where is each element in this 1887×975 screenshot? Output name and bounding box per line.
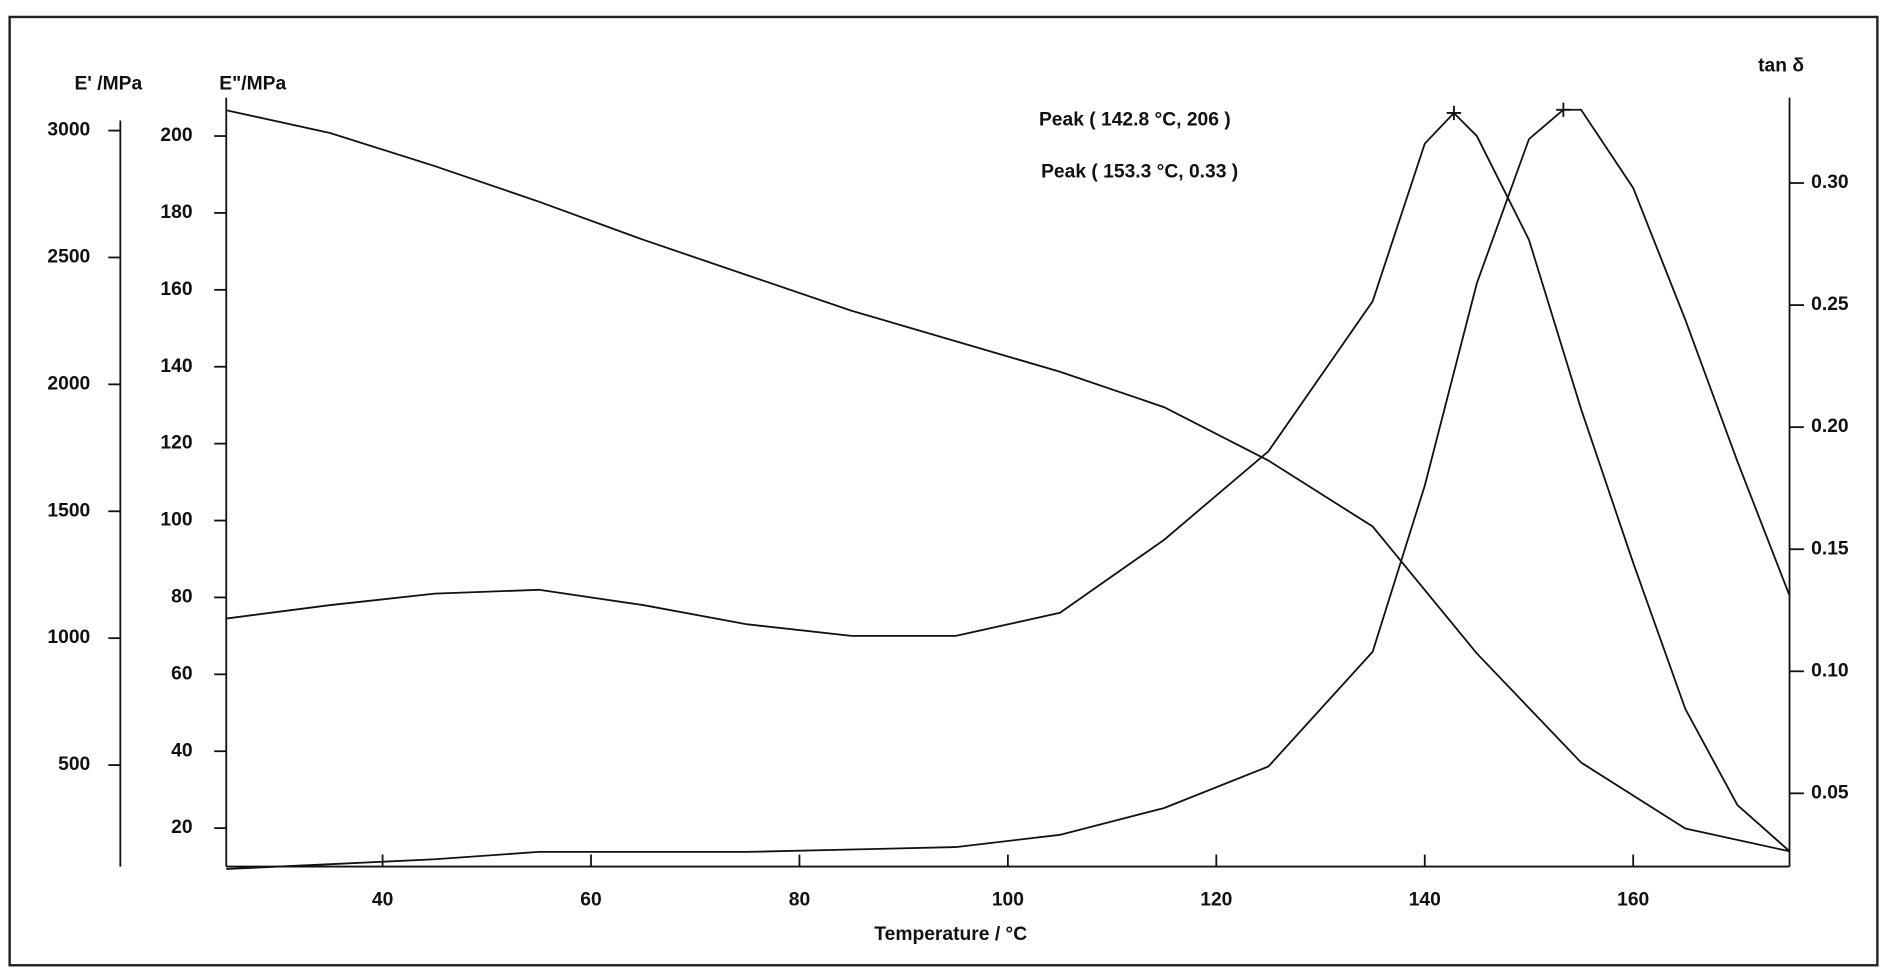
y-tick-label: 60 [171, 663, 192, 684]
curve [226, 109, 1790, 853]
x-tick-label: 100 [992, 889, 1024, 910]
y-tick-label: 160 [160, 279, 192, 300]
x-tick-label: 60 [580, 889, 601, 910]
y3-axis-title: E' /MPa [74, 73, 142, 94]
y2-tick-label: 0.05 [1811, 782, 1849, 803]
y-tick-label: 80 [171, 587, 192, 608]
y-tick-label: 200 [160, 125, 192, 146]
peak-marker [1446, 105, 1462, 121]
y3-tick-label: 1000 [47, 627, 90, 648]
x-axis-title: Temperature / °C [874, 924, 1027, 945]
y2-axis-title: tan δ [1758, 55, 1804, 76]
curve [226, 111, 1791, 852]
peak-label: Peak ( 153.3 °C, 0.33 ) [1041, 161, 1238, 182]
y3-tick-label: 2000 [47, 373, 90, 394]
y2-tick-label: 0.20 [1811, 416, 1848, 437]
y-tick-label: 120 [160, 433, 192, 454]
y3-tick-label: 3000 [47, 120, 90, 141]
y3-tick-label: 500 [58, 754, 90, 775]
curve [226, 108, 1791, 870]
x-tick-label: 80 [789, 889, 810, 910]
x-tick-label: 120 [1200, 889, 1232, 910]
y-tick-label: 100 [160, 510, 192, 531]
x-tick-label: 160 [1617, 889, 1649, 910]
y-tick-label: 40 [171, 740, 192, 761]
y-tick-label: 140 [160, 356, 192, 377]
y2-tick-label: 0.30 [1811, 172, 1848, 193]
frame [8, 15, 1879, 967]
x-tick-label: 40 [372, 889, 393, 910]
peak-label: Peak ( 142.8 °C, 206 ) [1039, 110, 1231, 131]
y3-tick-label: 1500 [47, 500, 90, 521]
y2-tick-label: 0.10 [1811, 660, 1848, 681]
x-tick-label: 140 [1409, 889, 1441, 910]
y3-tick-label: 2500 [47, 247, 90, 268]
y2-tick-label: 0.15 [1811, 538, 1849, 559]
y-tick-label: 20 [171, 817, 192, 838]
y-axis-title: E"/MPa [219, 73, 286, 94]
y-tick-label: 180 [160, 202, 192, 223]
y2-tick-label: 0.25 [1811, 294, 1849, 315]
peak-marker [1556, 102, 1571, 118]
